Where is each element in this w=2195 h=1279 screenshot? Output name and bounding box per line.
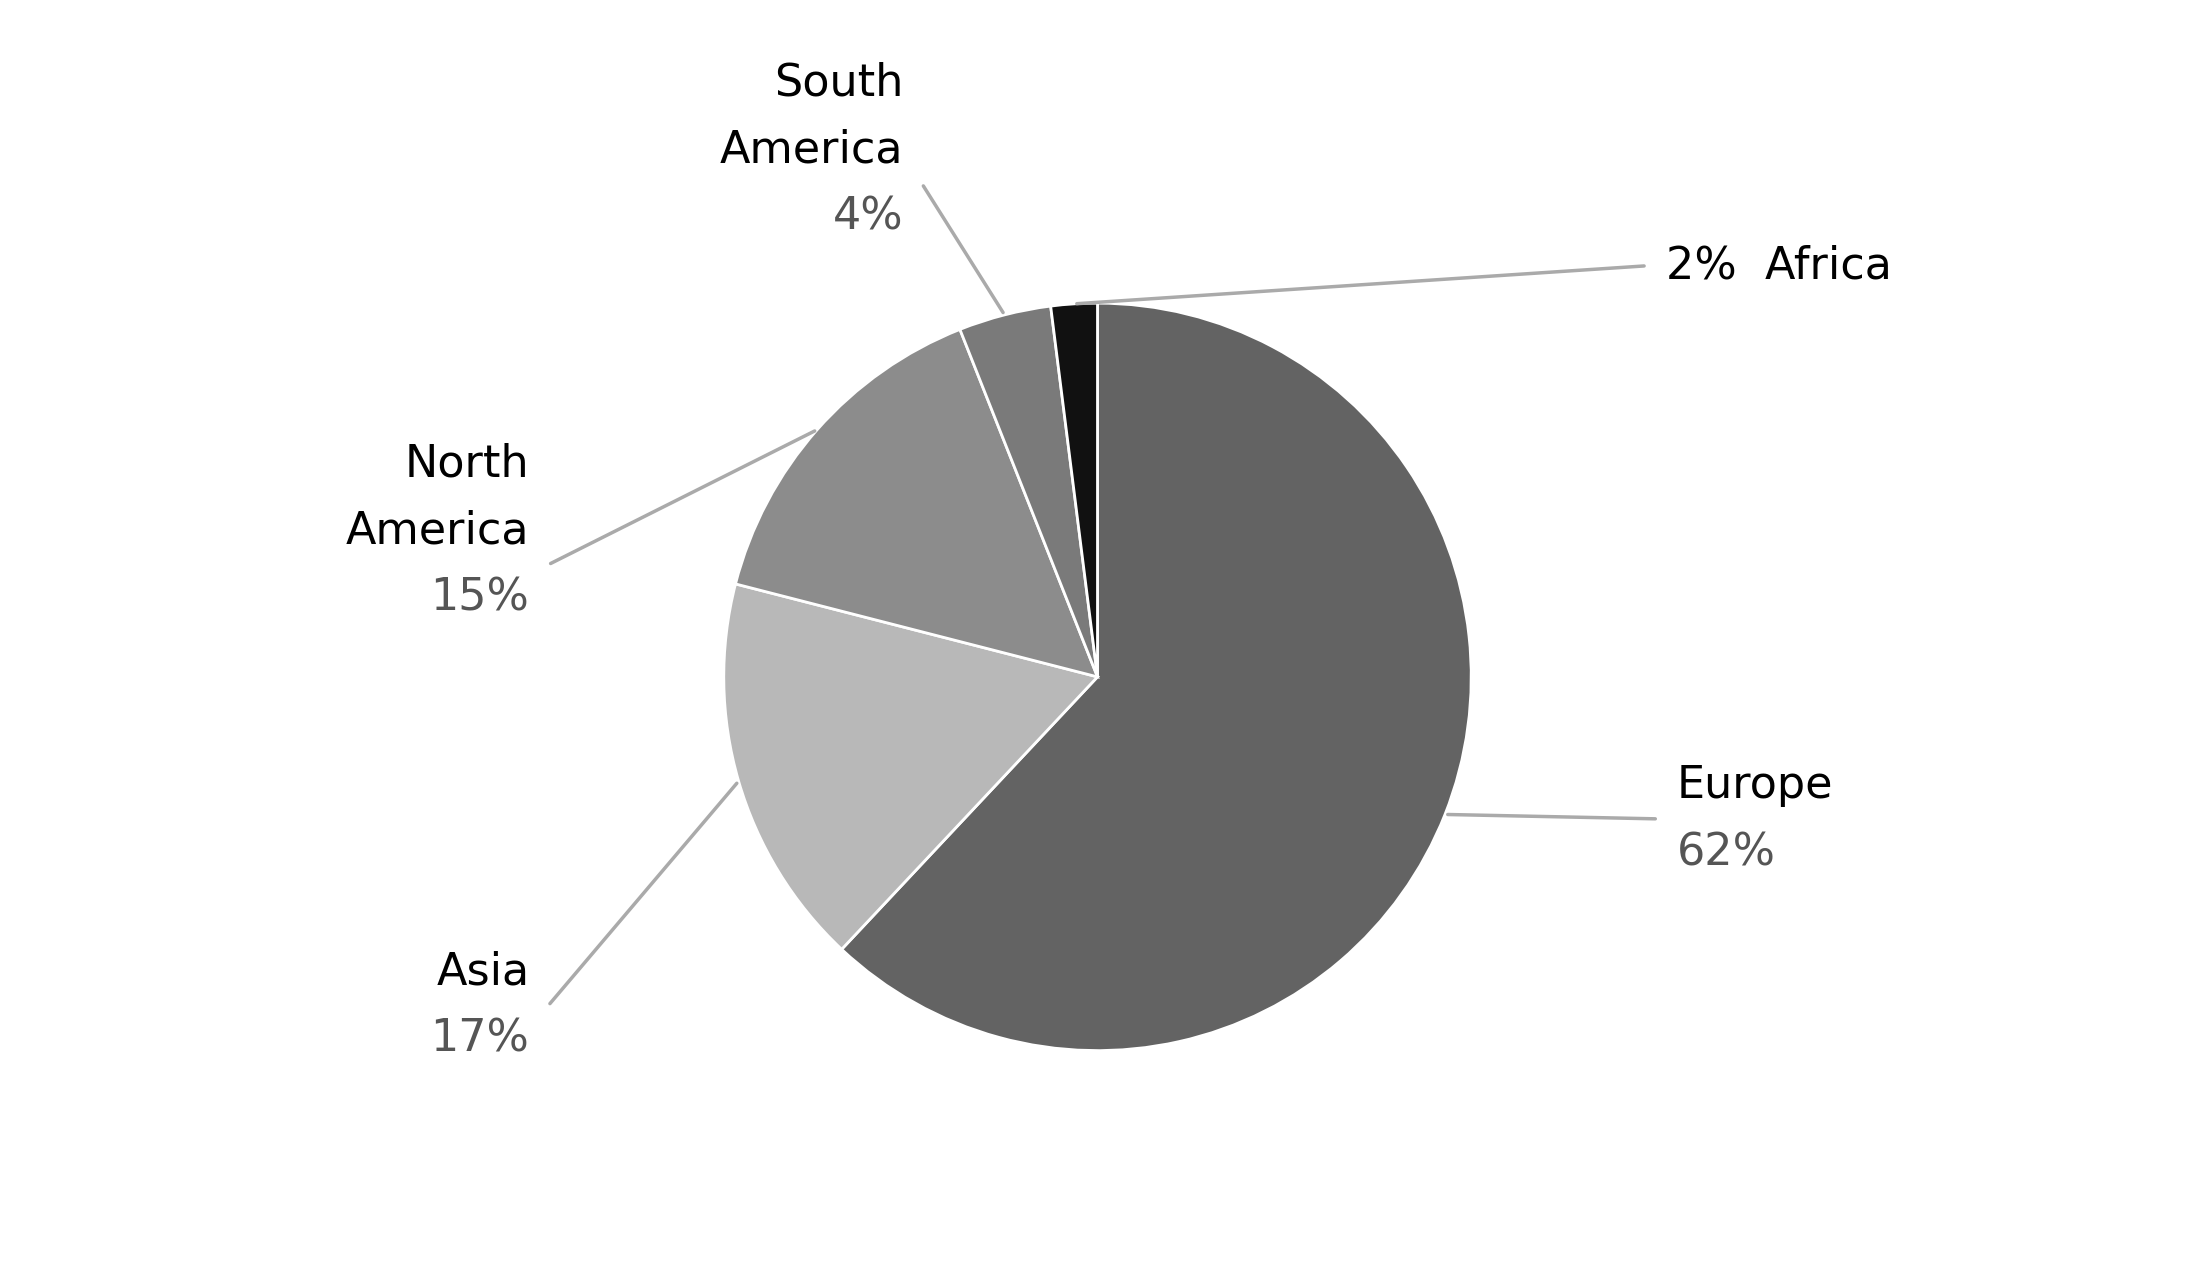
Text: 2%  Africa: 2% Africa [1666, 244, 1892, 288]
Text: America: America [720, 128, 902, 171]
Text: Asia: Asia [437, 950, 529, 994]
Wedge shape [959, 306, 1098, 677]
Text: Europe: Europe [1677, 764, 1833, 807]
Wedge shape [1051, 303, 1098, 677]
Wedge shape [841, 303, 1471, 1050]
Text: North: North [404, 443, 529, 485]
Text: 15%: 15% [430, 577, 529, 620]
Text: 62%: 62% [1677, 831, 1776, 874]
Text: America: America [347, 509, 529, 553]
Wedge shape [735, 330, 1098, 677]
Wedge shape [724, 585, 1098, 949]
Text: 4%: 4% [832, 196, 902, 239]
Text: South: South [775, 61, 902, 104]
Text: 17%: 17% [430, 1018, 529, 1060]
